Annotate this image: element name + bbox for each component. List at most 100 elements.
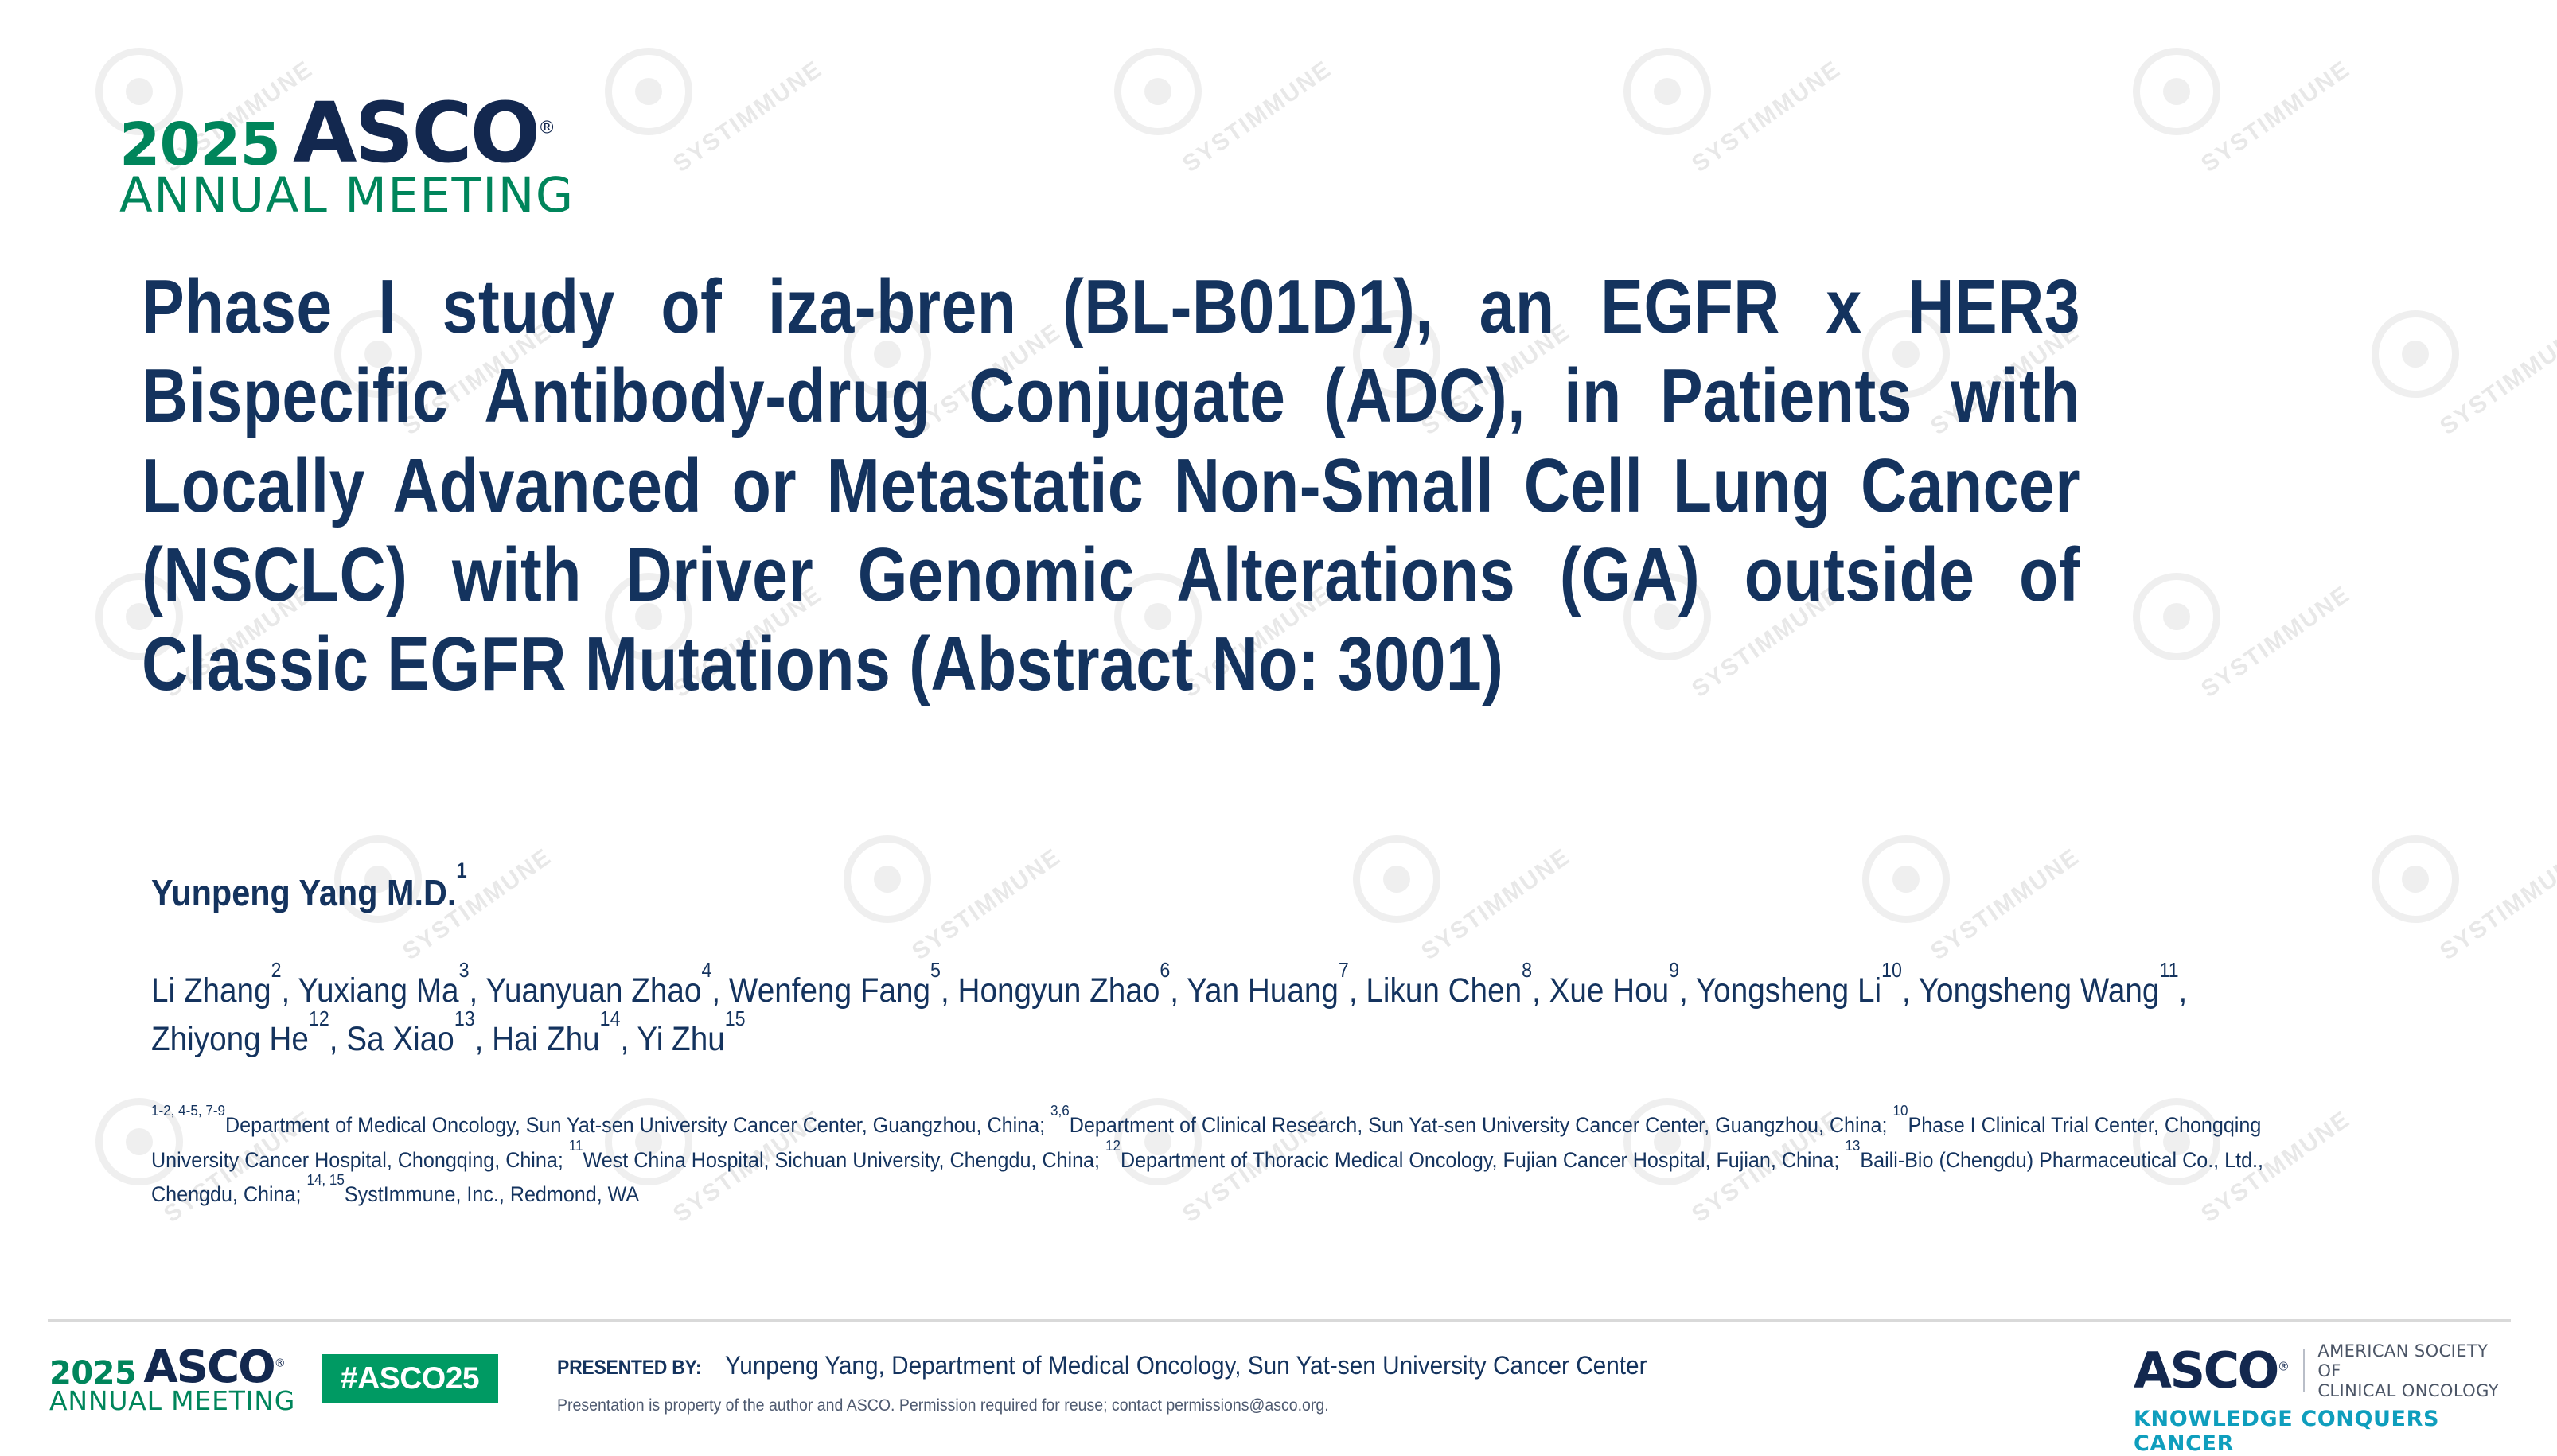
- author-name: Yan Huang: [1187, 971, 1339, 1010]
- affiliation-marker: 12: [1105, 1136, 1121, 1154]
- permission-notice: Presentation is property of the author a…: [557, 1396, 1329, 1415]
- author-name: Yuxiang Ma: [298, 971, 459, 1010]
- author-name: Hai Zhu: [492, 1020, 600, 1059]
- author-name: Li Zhang: [151, 971, 271, 1010]
- org-subtitle-line-2: CLINICAL ONCOLOGY: [2317, 1380, 2499, 1400]
- logo-asco-wordmark: ASCO®: [292, 84, 555, 181]
- affiliation-text: Department of Medical Oncology, Sun Yat-…: [225, 1113, 1051, 1137]
- affiliation-marker: 3,6: [1050, 1101, 1070, 1119]
- author-entry: Yan Huang7: [1187, 960, 1349, 1010]
- author-affiliation-marker: 4: [701, 959, 712, 982]
- footer-logo-year: 2025: [49, 1355, 137, 1392]
- author-name: Yongsheng Wang: [1918, 971, 2160, 1010]
- author-name: Likun Chen: [1366, 971, 1522, 1010]
- author-affiliation-marker: 9: [1669, 959, 1680, 982]
- footer-logo-annual-meeting-text: ANNUAL MEETING: [49, 1385, 296, 1417]
- hashtag-badge: #ASCO25: [322, 1354, 498, 1403]
- author-separator: ,: [711, 971, 729, 1010]
- author-affiliation-marker: 2: [271, 959, 282, 982]
- asco-annual-meeting-logo: 2025 ASCO® ANNUAL MEETING: [119, 84, 613, 224]
- author-entry: Yi Zhu15: [637, 1008, 745, 1059]
- author-name: Xue Hou: [1549, 971, 1670, 1010]
- author-entry: Li Zhang2: [151, 960, 282, 1010]
- author-separator: ,: [329, 1020, 347, 1059]
- author-separator: ,: [940, 971, 958, 1010]
- affiliation-marker: 14, 15: [306, 1171, 345, 1189]
- author-affiliation-marker: 6: [1160, 959, 1171, 982]
- affiliation-marker: 13: [1845, 1136, 1861, 1154]
- author-name: Zhiyong He: [151, 1020, 309, 1059]
- presented-by-value: Yunpeng Yang, Department of Medical Onco…: [725, 1351, 1647, 1380]
- author-separator: ,: [281, 971, 298, 1010]
- affiliation-text: Department of Thoracic Medical Oncology,…: [1120, 1147, 1846, 1172]
- author-entry: Xue Hou9: [1549, 960, 1680, 1010]
- author-entry: Hongyun Zhao6: [957, 960, 1170, 1010]
- affiliation-marker: 11: [568, 1136, 583, 1154]
- author-separator: ,: [1901, 971, 1919, 1010]
- affiliation-marker: 1-2, 4-5, 7-9: [151, 1101, 226, 1119]
- affiliation-text: Department of Clinical Research, Sun Yat…: [1069, 1113, 1893, 1137]
- affiliation-text: West China Hospital, Sichuan University,…: [583, 1147, 1105, 1172]
- org-subtitle: AMERICAN SOCIETY OF CLINICAL ONCOLOGY: [2317, 1341, 2516, 1400]
- author-separator: ,: [474, 1020, 493, 1059]
- author-affiliation-marker: 8: [1522, 959, 1533, 982]
- asco-organization-logo: ASCO® AMERICAN SOCIETY OF CLINICAL ONCOL…: [2134, 1341, 2516, 1456]
- org-asco-wordmark: ASCO®: [2134, 1341, 2290, 1400]
- org-logo-divider: [2303, 1349, 2306, 1393]
- author-list: Li Zhang2, Yuxiang Ma3, Yuanyuan Zhao4, …: [151, 960, 2214, 1064]
- affiliation-text: Phase I Clinical Trial Center, Chongqing…: [151, 1113, 2262, 1172]
- author-entry: Hai Zhu14: [492, 1008, 620, 1059]
- org-tagline: KNOWLEDGE CONQUERS CANCER: [2134, 1407, 2440, 1456]
- author-affiliation-marker: 7: [1338, 959, 1349, 982]
- author-name: Yi Zhu: [637, 1020, 725, 1059]
- author-name: Yuanyuan Zhao: [485, 971, 702, 1010]
- author-entry: Yongsheng Wang11: [1918, 960, 2179, 1010]
- author-entry: Yuxiang Ma3: [298, 960, 469, 1010]
- author-affiliation-marker: 3: [458, 959, 470, 982]
- author-affiliation-marker: 11: [2159, 959, 2179, 982]
- author-affiliation-marker: 13: [454, 1007, 475, 1030]
- footer-asco-annual-meeting-logo: 2025 ASCO® ANNUAL MEETING: [49, 1341, 296, 1417]
- presented-by-line: PRESENTED BY: Yunpeng Yang, Department o…: [557, 1351, 2069, 1380]
- slide-footer: 2025 ASCO® ANNUAL MEETING #ASCO25 PRESEN…: [0, 1326, 2557, 1456]
- logo-year: 2025: [119, 110, 281, 179]
- footer-logo-primary-row: 2025 ASCO®: [49, 1341, 295, 1393]
- author-name: Sa Xiao: [346, 1020, 454, 1059]
- author-separator: ,: [1532, 971, 1549, 1010]
- author-entry: Yuanyuan Zhao4: [485, 960, 711, 1010]
- author-separator: ,: [620, 1020, 637, 1059]
- affiliation-text: SystImmune, Inc., Redmond, WA: [344, 1182, 640, 1207]
- presenter-name: Yunpeng Yang M.D.1: [151, 858, 467, 914]
- affiliation-marker: 10: [1892, 1101, 1908, 1119]
- author-affiliation-marker: 12: [308, 1007, 329, 1030]
- org-logo-row: ASCO® AMERICAN SOCIETY OF CLINICAL ONCOL…: [2134, 1341, 2516, 1400]
- logo-annual-meeting-text: ANNUAL MEETING: [119, 166, 575, 224]
- org-subtitle-line-1: AMERICAN SOCIETY OF: [2317, 1341, 2489, 1380]
- author-entry: Likun Chen8: [1366, 960, 1532, 1010]
- author-separator: ,: [2178, 971, 2188, 1010]
- author-name: Wenfeng Fang: [728, 971, 931, 1010]
- presented-by-block: PRESENTED BY: Yunpeng Yang, Department o…: [557, 1351, 2069, 1415]
- author-separator: ,: [469, 971, 486, 1010]
- author-separator: ,: [1170, 971, 1187, 1010]
- author-name: Hongyun Zhao: [957, 971, 1160, 1010]
- registered-trademark-icon: ®: [538, 118, 555, 138]
- author-entry: Wenfeng Fang5: [728, 960, 941, 1010]
- author-affiliation-marker: 10: [1881, 959, 1902, 982]
- author-affiliation-marker: 5: [930, 959, 941, 982]
- presenter-name-text: Yunpeng Yang M.D.: [151, 872, 457, 913]
- author-entry: Yongsheng Li10: [1695, 960, 1902, 1010]
- footer-logo-asco-wordmark: ASCO®: [143, 1341, 285, 1393]
- author-entry: Zhiyong He12: [151, 1008, 329, 1059]
- author-separator: ,: [1348, 971, 1366, 1010]
- page-title: Phase I study of iza-bren (BL-B01D1), an…: [142, 264, 2099, 707]
- footer-divider: [48, 1319, 2511, 1322]
- author-affiliation-marker: 14: [599, 1007, 621, 1030]
- logo-primary-row: 2025 ASCO®: [119, 84, 613, 181]
- author-affiliation-marker: 15: [724, 1007, 746, 1030]
- affiliations-block: 1-2, 4-5, 7-9Department of Medical Oncol…: [151, 1102, 2282, 1212]
- author-name: Yongsheng Li: [1695, 971, 1882, 1010]
- org-registered-trademark-icon: ®: [2277, 1359, 2290, 1374]
- author-separator: ,: [1679, 971, 1696, 1010]
